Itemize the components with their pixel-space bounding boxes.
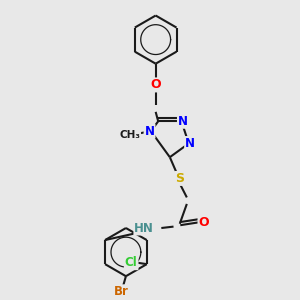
Text: S: S: [175, 172, 184, 185]
Text: N: N: [185, 137, 195, 150]
Text: O: O: [150, 78, 161, 92]
Text: O: O: [199, 216, 209, 229]
Text: HN: HN: [134, 221, 154, 235]
Text: N: N: [178, 115, 188, 128]
Text: CH₃: CH₃: [119, 130, 140, 140]
Text: Cl: Cl: [125, 256, 138, 269]
Text: N: N: [145, 125, 154, 138]
Text: Br: Br: [114, 285, 129, 298]
